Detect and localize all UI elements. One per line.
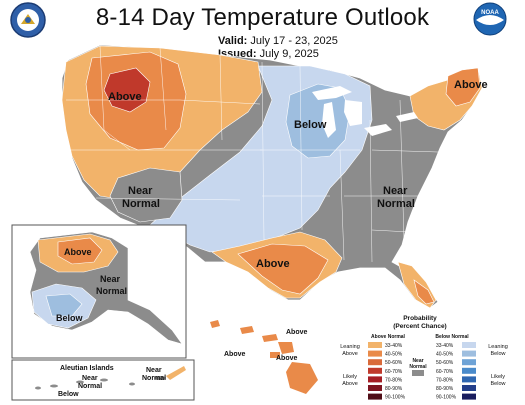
alaska-below-medium <box>45 293 83 317</box>
hawaii-inset: Above Above Above <box>210 320 318 394</box>
legend-below-swatch-3 <box>462 359 476 366</box>
state-borders <box>66 45 439 263</box>
legend-above-range-7: 90-100% <box>385 395 406 401</box>
legend-below-range-7: 90-100% <box>436 395 457 401</box>
hawaii-oahu <box>240 326 254 334</box>
legend-below-swatch-5 <box>462 376 476 383</box>
above-nw-strong-region <box>103 67 151 113</box>
label-near-southeast: Near <box>383 185 408 197</box>
legend-above-swatch-7 <box>368 393 382 400</box>
label-above-northwest: Above <box>108 91 142 103</box>
legend-below-swatch-1 <box>462 342 476 348</box>
legend-above-range-6: 80-90% <box>385 386 403 392</box>
legend-above-swatch-4 <box>368 367 382 374</box>
label-alaska-below: Below <box>56 313 84 323</box>
legend-below-range-5: 70-80% <box>436 377 454 383</box>
legend-below-range-2: 40-50% <box>436 352 454 358</box>
hawaii-molokai <box>262 334 278 342</box>
legend-subtitle: (Percent Chance) <box>393 323 446 330</box>
conus-map: Above Below Above Near Normal Near Norma… <box>61 44 488 309</box>
commerce-seal-icon <box>10 2 46 38</box>
label-alaska-normal: Normal <box>96 286 127 296</box>
hawaii-lanai <box>270 352 280 358</box>
legend-below-swatch-7 <box>462 393 476 400</box>
aleutian-islands-shapes <box>35 366 186 390</box>
above-south-medium-region <box>237 243 329 295</box>
above-florida-medium-region <box>413 279 435 305</box>
legend-below-range-3: 50-60% <box>436 360 454 366</box>
valid-label: Valid: <box>218 35 248 47</box>
label-hawaii-above-3: Above <box>276 355 298 362</box>
legend-above-swatch-5 <box>368 376 382 383</box>
legend: Probability (Percent Chance) Above Norma… <box>340 315 508 401</box>
legend-below-swatch-6 <box>462 385 476 391</box>
legend-above-range-5: 70-80% <box>385 377 403 383</box>
page-title: 8-14 Day Temperature Outlook <box>95 4 430 31</box>
hawaii-big-island <box>286 362 318 394</box>
alaska-above-medium <box>57 237 103 265</box>
label-aleutian-near-b: Near <box>146 367 162 374</box>
legend-above-range-1: 33-40% <box>385 343 403 349</box>
legend-leaning-above: Leaning <box>340 344 360 350</box>
legend-above-header: Above Normal <box>371 334 406 340</box>
legend-above-swatch-6 <box>368 385 382 391</box>
label-above-south: Above <box>256 258 290 270</box>
hawaii-kauai <box>210 320 220 328</box>
legend-below-swatch-4 <box>462 367 476 374</box>
noaa-logo-icon: NOAA <box>473 2 507 36</box>
legend-normal-label: Normal <box>409 364 427 370</box>
legend-above-swatches: 33-40% 40-50% 50-60% 60-70% 70-80% 80-90% 90-1… <box>368 342 406 401</box>
legend-title: Probability <box>403 315 437 322</box>
svg-text:NOAA: NOAA <box>481 10 499 16</box>
legend-leaning-below: Leaning <box>488 344 508 350</box>
issued-value: July 9, 2025 <box>259 48 319 60</box>
label-near-west: Near <box>128 185 153 197</box>
legend-leaning-below-2: Below <box>491 351 506 357</box>
above-ne-medium-region <box>445 67 481 107</box>
hawaii-maui <box>278 342 294 354</box>
below-40-50-region <box>285 83 351 159</box>
issued-date: Issued: July 9, 2025 <box>218 48 319 60</box>
legend-likely-below: Likely <box>491 374 505 380</box>
legend-above-swatch-1 <box>368 342 382 348</box>
label-aleutian-below: Below <box>58 391 79 398</box>
label-alaska-near: Near <box>100 274 121 284</box>
great-lakes <box>312 86 418 138</box>
valid-dates: Valid: July 17 - 23, 2025 <box>218 35 338 47</box>
legend-above-swatch-3 <box>368 359 382 366</box>
label-hawaii-above-1: Above <box>286 329 308 336</box>
label-aleutian-near-a: Near <box>82 375 98 382</box>
legend-below-range-6: 80-90% <box>436 386 454 392</box>
near-normal-west-region <box>109 167 183 223</box>
legend-above-range-4: 60-70% <box>385 369 403 375</box>
aleutian-inset: Aleutian Islands Near Normal Near Normal… <box>11 359 195 401</box>
legend-above-swatch-2 <box>368 350 382 357</box>
legend-below-range-1: 33-40% <box>436 343 454 349</box>
label-above-east: Above <box>454 79 488 91</box>
alaska-inset: Above Near Normal Below <box>11 224 187 359</box>
legend-likely-above: Likely <box>343 374 357 380</box>
legend-likely-above-2: Above <box>342 381 358 387</box>
valid-value: July 17 - 23, 2025 <box>250 35 338 47</box>
label-aleutian-normal-b: Normal <box>142 375 166 382</box>
legend-below-range-4: 60-70% <box>436 369 454 375</box>
legend-below-swatch-2 <box>462 350 476 357</box>
label-aleutian-normal-a: Normal <box>78 383 102 390</box>
legend-near-label: Near <box>412 358 423 364</box>
legend-below-header: Below Normal <box>435 334 469 340</box>
label-normal-west: Normal <box>122 198 160 210</box>
legend-below-swatches: 33-40% 40-50% 50-60% 60-70% 70-80% 80-90% 90-1… <box>436 342 476 401</box>
label-alaska-above: Above <box>64 247 92 257</box>
label-hawaii-above-2: Above <box>224 351 246 358</box>
legend-near-normal-swatch <box>412 370 424 376</box>
legend-likely-below-2: Below <box>491 381 506 387</box>
label-normal-southeast: Normal <box>377 198 415 210</box>
legend-leaning-above-2: Above <box>342 351 358 357</box>
label-below-northeast: Below <box>294 119 327 131</box>
legend-above-range-3: 50-60% <box>385 360 403 366</box>
legend-above-range-2: 40-50% <box>385 352 403 358</box>
label-aleutian-islands: Aleutian Islands <box>60 365 114 372</box>
